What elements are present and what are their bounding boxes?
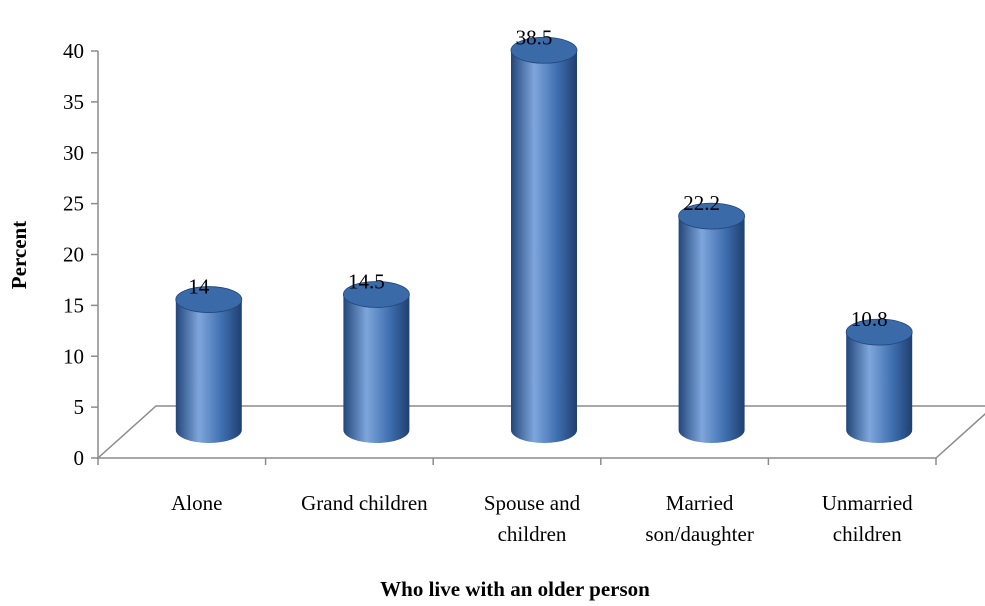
bar-body: [175, 299, 242, 443]
x-tick-label-line: Spouse and: [484, 491, 581, 515]
y-tick-label: 15: [63, 293, 84, 317]
bar-top: [845, 318, 913, 346]
y-tick-label: 25: [63, 192, 84, 216]
x-tick-label: Alone: [171, 491, 222, 515]
x-axis-title: Who live with an older person: [380, 577, 650, 601]
y-tick-label: 0: [74, 446, 85, 470]
bar-body: [846, 332, 913, 443]
x-tick-label: Unmarried children: [822, 491, 913, 546]
x-tick-label-line: Married: [666, 491, 734, 515]
x-tick-label: Married son/daughter: [645, 491, 753, 546]
x-tick-label-line: Alone: [171, 491, 222, 515]
bar-top: [510, 36, 578, 64]
bar-body: [511, 50, 577, 443]
data-label: 14: [188, 275, 210, 299]
y-tick-label: 40: [63, 39, 84, 63]
chart-axes: [91, 50, 985, 465]
bar-3: [678, 202, 745, 443]
bar-0: [175, 286, 243, 443]
y-tick-label: 20: [63, 243, 84, 267]
x-tick-label-line: son/daughter: [645, 522, 753, 546]
x-tick-label: Spouse and children: [484, 491, 581, 546]
y-axis-title: Percent: [7, 221, 31, 289]
data-label: 22.2: [683, 191, 720, 215]
y-tick-label: 35: [63, 90, 84, 114]
data-label: 14.5: [348, 269, 385, 293]
bar-4: [845, 318, 913, 443]
bars-group: [175, 36, 913, 443]
bar-body: [343, 294, 410, 443]
y-tick-label: 30: [63, 141, 84, 165]
bar-2: [510, 36, 578, 443]
x-tick-label-line: Grand children: [301, 491, 428, 515]
x-tick-label-line: children: [498, 522, 567, 546]
y-tick-label: 5: [74, 395, 85, 419]
y-tick-label: 10: [63, 344, 84, 368]
chart-floor: [96, 405, 985, 459]
bar-top: [342, 281, 410, 308]
x-tick-label-line: Unmarried: [822, 491, 913, 515]
x-tick-label: Grand children: [301, 491, 428, 515]
bar-body: [678, 216, 745, 443]
data-label: 10.8: [851, 307, 888, 331]
bar-top: [175, 286, 243, 313]
data-label: 38.5: [516, 25, 553, 49]
labels-group: 0 5 10 15 20 25 30 35 40 14 14.5 38.5 22.2 10.8 Alone G…: [63, 25, 913, 546]
x-tick-label-line: children: [833, 522, 902, 546]
bar-top: [678, 202, 745, 230]
bar-1: [342, 281, 410, 443]
